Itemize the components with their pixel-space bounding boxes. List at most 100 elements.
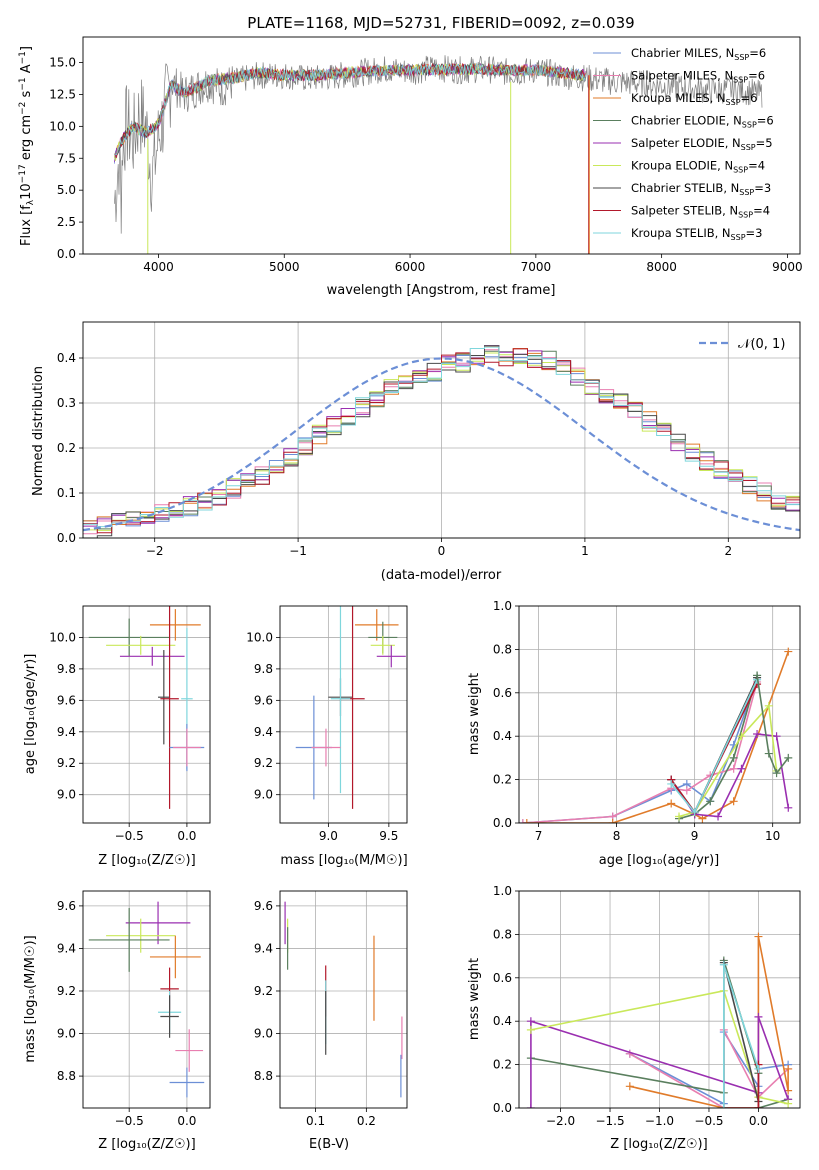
model-line-7 xyxy=(114,62,586,158)
x-tick-label: 0.2 xyxy=(357,1114,376,1128)
weight-line-7 xyxy=(723,1064,760,1108)
axes-frame xyxy=(82,321,801,539)
residuals-ylabel: Normed distribution xyxy=(31,366,46,496)
y-tick-label: 0.0 xyxy=(493,1101,512,1115)
plot-area xyxy=(526,932,793,1108)
mass-vs-EBV-xlabel: E(B-V) xyxy=(309,1137,349,1152)
x-tick-label: 5000 xyxy=(269,260,300,274)
y-tick-label: 0.6 xyxy=(493,686,512,700)
y-tick-label: 9.6 xyxy=(57,693,76,707)
weight-vs-age-panel: 7 8 9 10 0.0 0.2 0.4 0.6 0.8 1.0 xyxy=(493,599,801,843)
x-tick-label: 0 xyxy=(438,544,446,558)
x-tick-label: 8 xyxy=(613,829,621,843)
y-tick-label: 9.4 xyxy=(254,941,273,955)
legend-label-2: Kroupa MILES, NSSP=6 xyxy=(631,91,757,107)
x-tick-label: 0.1 xyxy=(306,1114,325,1128)
axes-frame xyxy=(518,890,801,1109)
weight-marker xyxy=(764,701,773,710)
x-tick-label: 9000 xyxy=(772,260,803,274)
mass-vs-Z-xlabel: Z [log₁₀(Z/Z☉)] xyxy=(98,1137,195,1152)
y-tick-label: 5.0 xyxy=(57,183,76,197)
weight-marker xyxy=(667,779,676,788)
weight-marker xyxy=(690,808,699,817)
plot-area xyxy=(519,647,793,823)
weight-marker xyxy=(625,1082,634,1091)
legend-normal-label: 𝒩(0, 1) xyxy=(738,337,785,352)
residuals-xlabel: (data-model)/error xyxy=(381,568,502,583)
y-tick-label: 9.6 xyxy=(254,693,273,707)
spectrum-title: PLATE=1168, MJD=52731, FIBERID=0092, z=0… xyxy=(247,14,634,32)
model-line-8 xyxy=(114,62,586,156)
legend-label-4: Salpeter ELODIE, NSSP=5 xyxy=(631,136,773,152)
x-tick-label: −0.5 xyxy=(115,829,144,843)
weight-marker xyxy=(754,1012,763,1021)
weight-marker xyxy=(784,1099,793,1108)
weight-line-0 xyxy=(629,1029,789,1106)
y-tick-label: 9.4 xyxy=(57,941,76,955)
y-tick-label: 9.4 xyxy=(57,725,76,739)
weight-marker xyxy=(608,819,617,823)
weight-line-3 xyxy=(678,675,758,820)
weight-marker xyxy=(753,730,762,739)
x-tick-label: 2 xyxy=(724,544,732,558)
y-tick-label: 0.2 xyxy=(57,441,76,455)
histogram-step-8 xyxy=(83,346,800,528)
legend-label-3: Chabrier ELODIE, NSSP=6 xyxy=(631,114,774,130)
weight-vs-Z-ylabel: mass weight xyxy=(467,958,482,1040)
y-tick-label: 12.5 xyxy=(49,87,76,101)
mass-vs-metallicity-panel: −0.5 0.0 8.8 9.0 9.2 9.4 9.6 xyxy=(57,890,211,1128)
y-tick-label: 0.2 xyxy=(493,1058,512,1072)
spectrum-xlabel: wavelength [Angstrom, rest frame] xyxy=(327,283,556,298)
weight-marker xyxy=(737,732,746,741)
x-tick-label: 7 xyxy=(535,829,543,843)
x-tick-label: 6000 xyxy=(395,260,426,274)
weight-marker xyxy=(706,797,715,806)
y-tick-label: 7.5 xyxy=(57,151,76,165)
legend-label-5: Kroupa ELODIE, NSSP=4 xyxy=(631,159,765,175)
x-tick-label: −1.0 xyxy=(645,1114,674,1128)
x-tick-label: 9.5 xyxy=(379,829,398,843)
weight-marker xyxy=(754,1104,763,1108)
y-tick-label: 2.5 xyxy=(57,215,76,229)
x-tick-label: 0.0 xyxy=(177,1114,196,1128)
weight-marker xyxy=(682,786,691,795)
weight-marker xyxy=(526,1104,535,1108)
weight-marker xyxy=(737,764,746,773)
y-tick-label: 10.0 xyxy=(49,119,76,133)
plot-area xyxy=(88,901,205,1098)
y-tick-label: 1.0 xyxy=(493,884,512,898)
x-tick-label: 4000 xyxy=(143,260,174,274)
histogram-step-5 xyxy=(83,352,800,531)
weight-marker xyxy=(754,1064,763,1073)
weight-marker xyxy=(714,812,723,821)
legend-label-7: Salpeter STELIB, NSSP=4 xyxy=(631,204,770,220)
weight-line-5 xyxy=(530,989,789,1105)
model-line-6 xyxy=(114,62,586,157)
histogram-step-4 xyxy=(83,345,800,527)
weight-marker xyxy=(526,1017,535,1026)
normal-curve xyxy=(83,357,800,532)
y-tick-label: 8.8 xyxy=(57,1069,76,1083)
y-tick-label: 9.0 xyxy=(57,788,76,802)
y-tick-label: 9.2 xyxy=(254,756,273,770)
mass-vs-extinction-panel: 0.1 0.2 8.8 9.0 9.2 9.4 9.6 xyxy=(254,890,408,1128)
histogram-step-7 xyxy=(83,348,800,534)
x-tick-label: −1.5 xyxy=(595,1114,624,1128)
weight-marker xyxy=(729,764,738,773)
axes-frame xyxy=(82,605,211,824)
y-tick-label: 0.1 xyxy=(57,486,76,500)
y-tick-label: 9.0 xyxy=(57,1027,76,1041)
weight-marker xyxy=(675,812,684,821)
weight-vs-age-ylabel: mass weight xyxy=(467,673,482,755)
y-tick-label: 9.0 xyxy=(254,1027,273,1041)
x-tick-label: −2 xyxy=(146,544,164,558)
y-tick-label: 9.2 xyxy=(254,984,273,998)
weight-marker xyxy=(698,814,707,823)
weight-marker xyxy=(719,1104,728,1108)
y-tick-label: 9.8 xyxy=(254,662,273,676)
weight-marker xyxy=(526,1025,535,1034)
y-tick-label: 0.3 xyxy=(57,396,76,410)
x-tick-label: 0.0 xyxy=(177,829,196,843)
age-vs-Z-ylabel: age [log₁₀(age/yr)] xyxy=(23,654,38,775)
